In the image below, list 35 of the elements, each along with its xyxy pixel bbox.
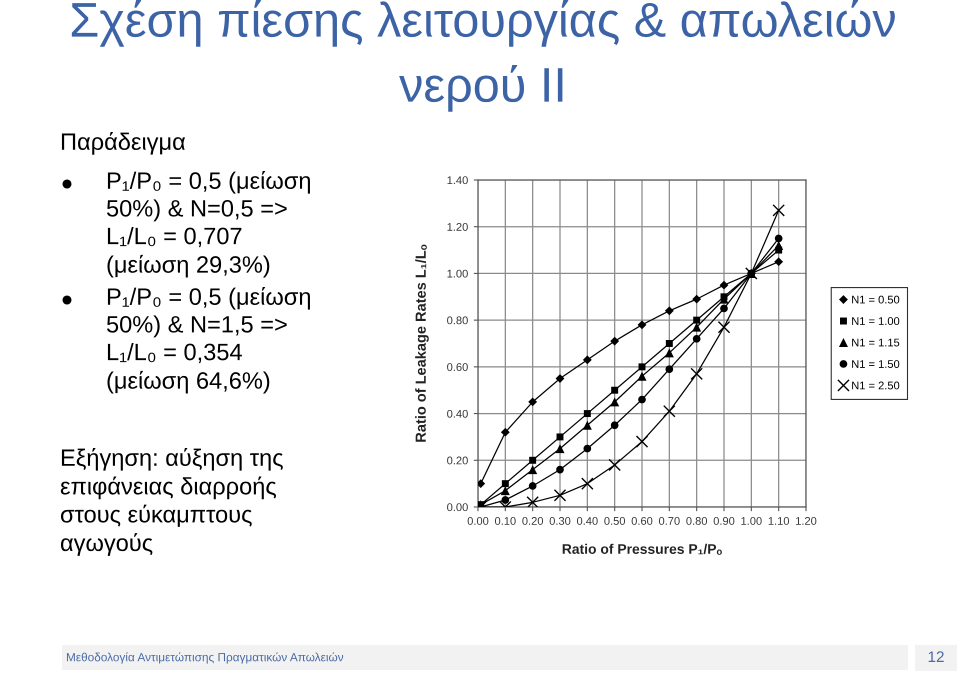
legend-label: N1 = 1.50 [852,360,900,368]
y-tick-label: 0.00 [447,503,468,512]
x-tick-label: 0.00 [468,517,488,525]
x-tick-label: 0.10 [494,517,516,525]
legend-label: N1 = 1.15 [852,338,900,346]
y-tick-label: 1.00 [448,270,468,278]
text: Παράδειγμα [62,132,186,155]
x-tick-label: 0.30 [550,517,570,525]
text: Μεθοδολογία Αντιμετώπισης Πραγματικών Απωλειών [66,652,344,664]
y-tick-label: 0.60 [447,363,468,371]
x-tick-label: 1.20 [796,517,816,525]
x-tick-label: 0.60 [632,517,652,525]
legend-label: N1 = 2.50 [852,382,900,390]
x-tick-label: 0.70 [658,517,680,525]
y-tick-label: 0.40 [447,410,468,418]
text: P₁/P₀ = 0,5 (μείωση 50%) & N=0,5 => L₁/L₀ = 0,707 (μείωση 29,3%) [106,170,310,278]
chart-title: Σχέση πίεσης λειτουργίας & απωλειών νερού II [72,0,895,112]
y-tick-label: 1.20 [448,222,468,231]
text: Εξήγηση: αύξηση της επιφάνειας διαρροής στους εύκαμπτους αγωγούς [60,448,283,556]
y-tick-label: 0.80 [447,316,468,324]
x-tick-label: 0.20 [522,517,544,525]
x-tick-label: 1.00 [741,517,762,525]
y-axis-title: Ratio of Leakage Rates L₁/Lₒ [415,244,429,442]
x-tick-label: 1.10 [768,517,790,525]
y-tick-label: 1.40 [448,176,468,184]
x-tick-label: 0.40 [576,517,598,525]
x-tick-label: 0.50 [604,517,626,525]
legend-label: N1 = 0.50 [852,296,900,304]
x-tick-label: 0.80 [686,517,708,525]
text: P₁/P₀ = 0,5 (μείωση 50%) & N=1,5 => L₁/L₀ = 0,354 (μείωση 64,6%) [106,286,310,394]
y-tick-label: 0.20 [447,456,468,464]
x-tick-label: 0.90 [714,517,734,525]
legend-label: N1 = 1.00 [852,317,900,326]
x-axis-title: Ratio of Pressures P₁/Pₒ [562,544,722,555]
text: 12 [928,651,944,662]
